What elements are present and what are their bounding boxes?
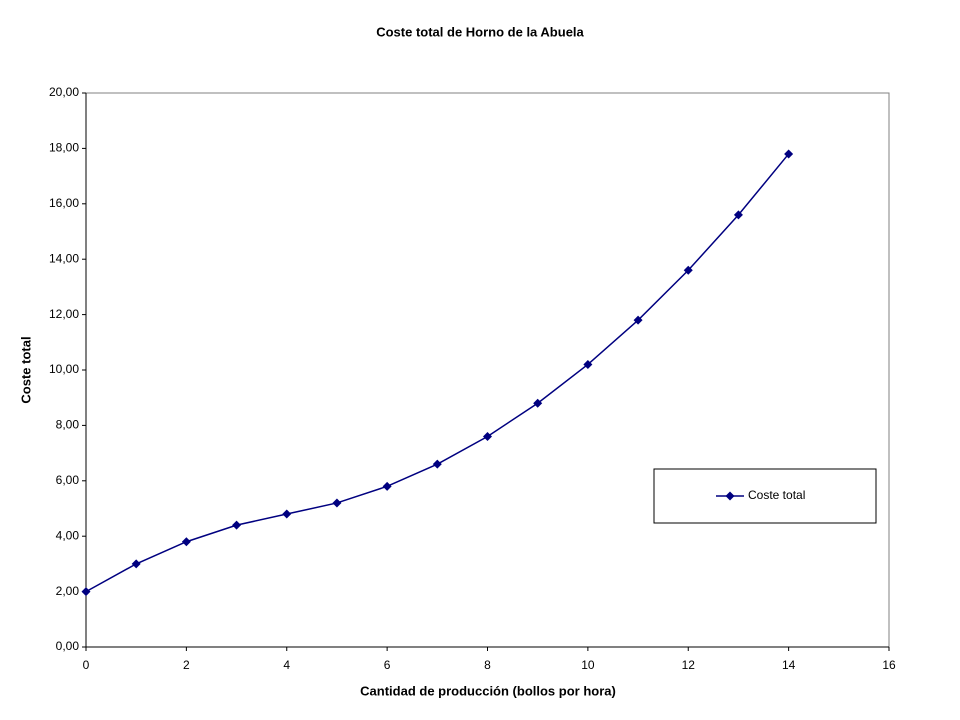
y-tick-label: 14,00 <box>49 251 79 265</box>
marker <box>432 459 442 469</box>
marker <box>382 481 392 491</box>
marker <box>533 398 543 408</box>
x-tick-label: 4 <box>283 658 290 672</box>
marker <box>332 498 342 508</box>
legend-marker <box>725 491 735 501</box>
y-tick-label: 2,00 <box>56 584 80 598</box>
y-tick-label: 16,00 <box>49 196 79 210</box>
x-tick-label: 14 <box>782 658 796 672</box>
y-tick-label: 12,00 <box>49 307 79 321</box>
legend-label: Coste total <box>748 488 805 502</box>
chart-title: Coste total de Horno de la Abuela <box>376 24 584 39</box>
marker <box>733 210 743 220</box>
y-tick-label: 8,00 <box>56 418 80 432</box>
y-tick-label: 18,00 <box>49 141 79 155</box>
x-tick-label: 8 <box>484 658 491 672</box>
marker <box>181 537 191 547</box>
x-tick-label: 16 <box>882 658 896 672</box>
marker <box>483 431 492 441</box>
marker <box>583 359 593 369</box>
marker <box>232 520 242 530</box>
y-tick-label: 0,00 <box>56 639 80 653</box>
y-axis-label: Coste total <box>18 336 33 403</box>
marker <box>282 509 292 519</box>
x-tick-label: 6 <box>384 658 391 672</box>
x-tick-label: 0 <box>83 658 90 672</box>
y-tick-label: 10,00 <box>49 362 79 376</box>
y-tick-label: 20,00 <box>49 85 79 99</box>
x-tick-label: 2 <box>183 658 190 672</box>
marker <box>131 559 141 569</box>
x-axis-label: Cantidad de producción (bollos por hora) <box>360 683 616 698</box>
marker <box>784 149 794 159</box>
marker <box>633 315 643 325</box>
y-tick-label: 4,00 <box>56 528 80 542</box>
x-tick-label: 10 <box>581 658 595 672</box>
x-tick-label: 12 <box>682 658 696 672</box>
marker <box>81 587 91 597</box>
y-tick-label: 6,00 <box>56 473 80 487</box>
legend-box <box>653 468 877 524</box>
marker <box>683 265 693 275</box>
